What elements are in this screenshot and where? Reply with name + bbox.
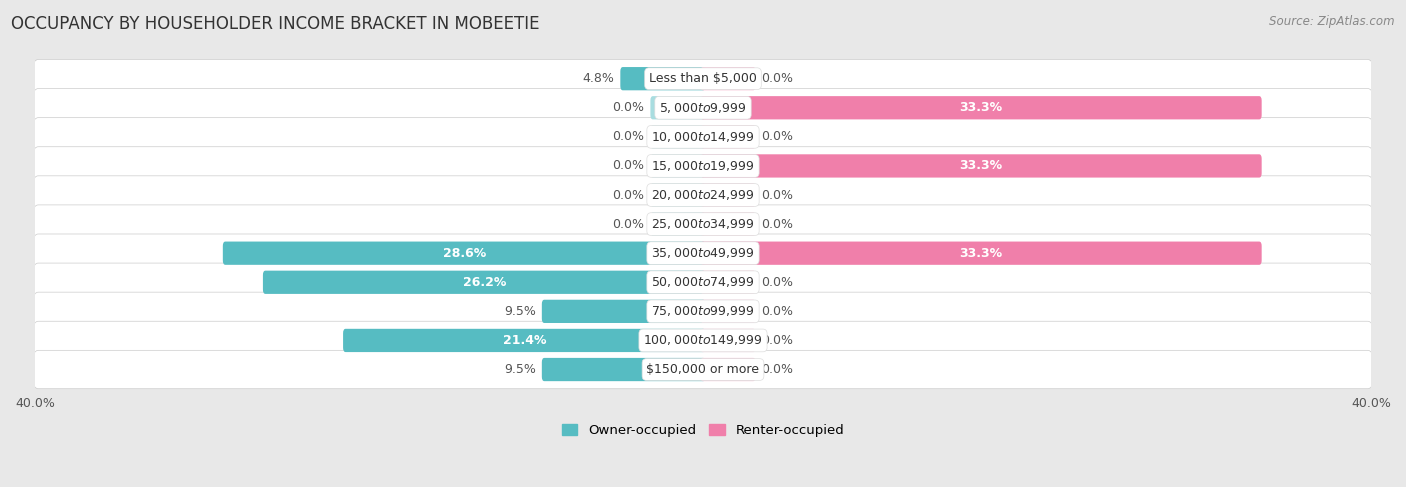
Text: 33.3%: 33.3% xyxy=(959,101,1002,114)
Text: $50,000 to $74,999: $50,000 to $74,999 xyxy=(651,275,755,289)
FancyBboxPatch shape xyxy=(700,184,755,206)
Text: $25,000 to $34,999: $25,000 to $34,999 xyxy=(651,217,755,231)
Text: 9.5%: 9.5% xyxy=(505,305,536,318)
FancyBboxPatch shape xyxy=(222,242,706,265)
FancyBboxPatch shape xyxy=(34,234,1372,272)
Text: 0.0%: 0.0% xyxy=(613,218,644,231)
FancyBboxPatch shape xyxy=(700,96,1261,119)
FancyBboxPatch shape xyxy=(34,176,1372,214)
Text: 33.3%: 33.3% xyxy=(959,247,1002,260)
FancyBboxPatch shape xyxy=(34,118,1372,156)
Text: 0.0%: 0.0% xyxy=(762,188,793,202)
Text: 0.0%: 0.0% xyxy=(613,159,644,172)
Text: 0.0%: 0.0% xyxy=(762,363,793,376)
Text: $150,000 or more: $150,000 or more xyxy=(647,363,759,376)
Text: 0.0%: 0.0% xyxy=(762,131,793,143)
Text: Less than $5,000: Less than $5,000 xyxy=(650,72,756,85)
Text: 0.0%: 0.0% xyxy=(613,101,644,114)
FancyBboxPatch shape xyxy=(651,154,706,178)
Text: $100,000 to $149,999: $100,000 to $149,999 xyxy=(644,334,762,347)
FancyBboxPatch shape xyxy=(700,329,755,352)
FancyBboxPatch shape xyxy=(700,242,1261,265)
FancyBboxPatch shape xyxy=(700,125,755,149)
Text: 0.0%: 0.0% xyxy=(762,72,793,85)
Text: 4.8%: 4.8% xyxy=(582,72,614,85)
FancyBboxPatch shape xyxy=(651,125,706,149)
FancyBboxPatch shape xyxy=(700,67,755,90)
FancyBboxPatch shape xyxy=(343,329,706,352)
Text: 0.0%: 0.0% xyxy=(613,131,644,143)
Text: 0.0%: 0.0% xyxy=(613,188,644,202)
FancyBboxPatch shape xyxy=(34,205,1372,244)
FancyBboxPatch shape xyxy=(700,154,1261,178)
FancyBboxPatch shape xyxy=(34,59,1372,98)
FancyBboxPatch shape xyxy=(700,300,755,323)
FancyBboxPatch shape xyxy=(541,358,706,381)
Text: $35,000 to $49,999: $35,000 to $49,999 xyxy=(651,246,755,260)
Legend: Owner-occupied, Renter-occupied: Owner-occupied, Renter-occupied xyxy=(557,418,849,442)
FancyBboxPatch shape xyxy=(700,271,755,294)
Text: $20,000 to $24,999: $20,000 to $24,999 xyxy=(651,188,755,202)
FancyBboxPatch shape xyxy=(34,350,1372,389)
FancyBboxPatch shape xyxy=(541,300,706,323)
Text: $5,000 to $9,999: $5,000 to $9,999 xyxy=(659,101,747,115)
Text: $15,000 to $19,999: $15,000 to $19,999 xyxy=(651,159,755,173)
FancyBboxPatch shape xyxy=(651,212,706,236)
FancyBboxPatch shape xyxy=(620,67,706,90)
FancyBboxPatch shape xyxy=(34,263,1372,301)
Text: $10,000 to $14,999: $10,000 to $14,999 xyxy=(651,130,755,144)
Text: 0.0%: 0.0% xyxy=(762,305,793,318)
Text: $75,000 to $99,999: $75,000 to $99,999 xyxy=(651,304,755,318)
FancyBboxPatch shape xyxy=(34,89,1372,127)
FancyBboxPatch shape xyxy=(263,271,706,294)
Text: Source: ZipAtlas.com: Source: ZipAtlas.com xyxy=(1270,15,1395,28)
FancyBboxPatch shape xyxy=(34,321,1372,359)
Text: OCCUPANCY BY HOUSEHOLDER INCOME BRACKET IN MOBEETIE: OCCUPANCY BY HOUSEHOLDER INCOME BRACKET … xyxy=(11,15,540,33)
Text: 26.2%: 26.2% xyxy=(463,276,506,289)
Text: 9.5%: 9.5% xyxy=(505,363,536,376)
Text: 33.3%: 33.3% xyxy=(959,159,1002,172)
FancyBboxPatch shape xyxy=(34,147,1372,185)
FancyBboxPatch shape xyxy=(651,184,706,206)
Text: 28.6%: 28.6% xyxy=(443,247,486,260)
FancyBboxPatch shape xyxy=(651,96,706,119)
Text: 0.0%: 0.0% xyxy=(762,218,793,231)
Text: 0.0%: 0.0% xyxy=(762,276,793,289)
Text: 0.0%: 0.0% xyxy=(762,334,793,347)
FancyBboxPatch shape xyxy=(34,292,1372,331)
FancyBboxPatch shape xyxy=(700,358,755,381)
FancyBboxPatch shape xyxy=(700,212,755,236)
Text: 21.4%: 21.4% xyxy=(502,334,546,347)
